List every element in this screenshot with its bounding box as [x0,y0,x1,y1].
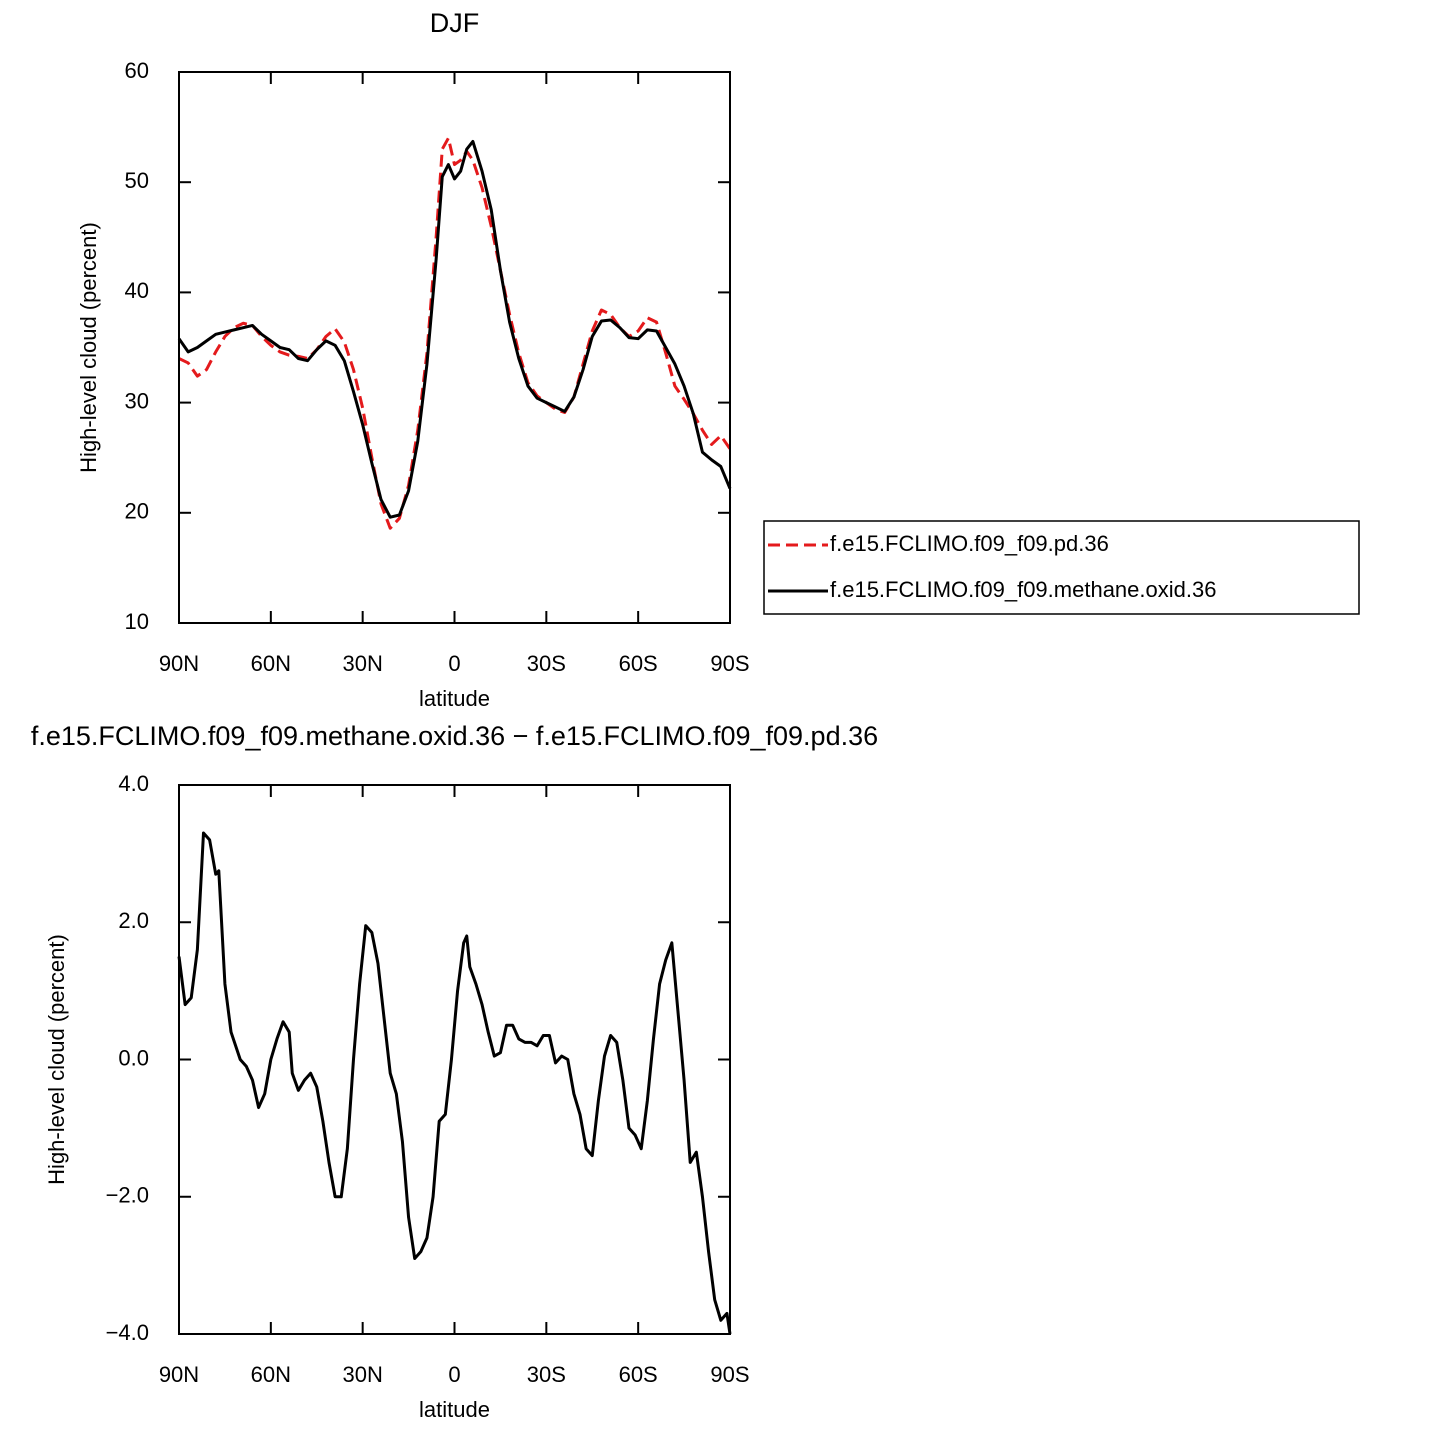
x-tick-label: 30N [342,1362,382,1387]
y-axis-label: High-level cloud (percent) [76,222,101,473]
series-line [177,831,732,1335]
y-tick-label: 50 [125,168,149,193]
x-tick-label: 30S [527,651,566,676]
y-tick-label: −4.0 [106,1320,149,1345]
series-line [178,136,732,530]
x-tick-label: 0 [448,651,460,676]
plot-frame [178,71,731,624]
y-tick-label: 4.0 [118,771,149,796]
x-tick-label: 0 [448,1362,460,1387]
y-tick-label: 60 [125,58,149,83]
x-tick-label: 90N [159,1362,199,1387]
y-tick-label: 20 [125,499,149,524]
y-tick-label: 10 [125,609,149,634]
y-tick-label: −2.0 [106,1183,149,1208]
x-tick-label: 90N [159,651,199,676]
x-tick-label: 90S [710,651,749,676]
series-line [177,139,732,519]
x-axis-label: latitude [419,686,490,711]
chart-title: DJF [430,8,480,38]
legend-label: f.e15.FCLIMO.f09_f09.pd.36 [830,531,1109,556]
legend-box [763,520,1360,615]
x-tick-label: 30S [527,1362,566,1387]
x-axis-label: latitude [419,1397,490,1422]
legend-label: f.e15.FCLIMO.f09_f09.methane.oxid.36 [830,577,1216,602]
y-tick-label: 40 [125,278,149,303]
y-tick-label: 30 [125,388,149,413]
x-tick-label: 90S [710,1362,749,1387]
y-tick-label: 2.0 [118,908,149,933]
x-tick-label: 60S [619,1362,658,1387]
y-axis-label: High-level cloud (percent) [44,934,69,1185]
x-tick-label: 60S [619,651,658,676]
x-tick-label: 60N [251,1362,291,1387]
chart-title: f.e15.FCLIMO.f09_f09.methane.oxid.36 − f… [31,721,878,751]
y-tick-label: 0.0 [118,1045,149,1070]
x-tick-label: 60N [251,651,291,676]
x-tick-label: 30N [342,651,382,676]
plot-frame [178,784,731,1335]
